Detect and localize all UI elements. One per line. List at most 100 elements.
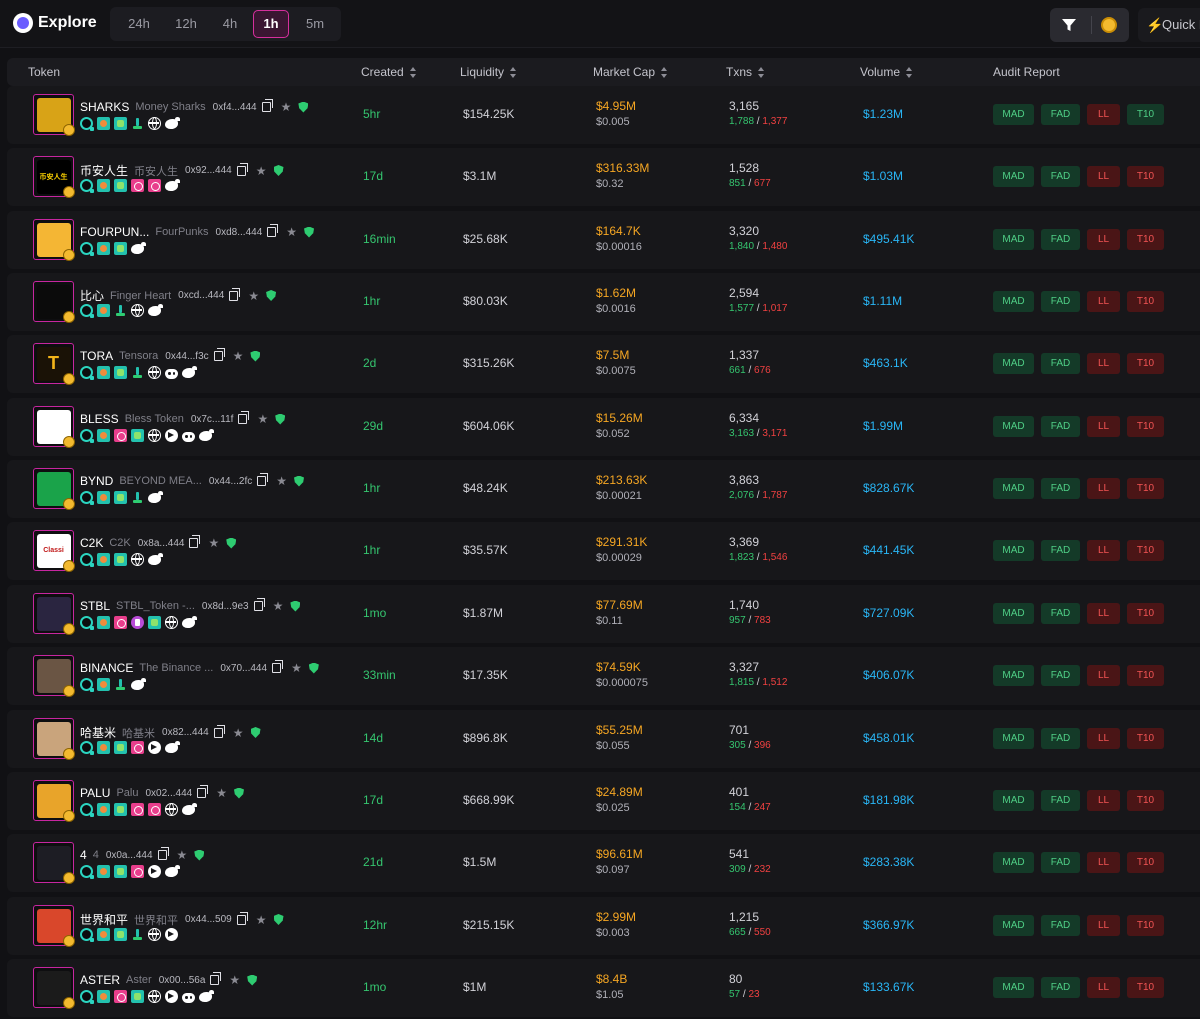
audit-t10-badge[interactable]: T10 [1127,353,1164,374]
audit-t10-badge[interactable]: T10 [1127,229,1164,250]
twitter-icon[interactable] [148,304,163,316]
globe-icon[interactable] [148,990,161,1003]
telegram-icon[interactable] [165,429,178,442]
gecko-icon[interactable] [114,117,127,130]
audit-ll-badge[interactable]: LL [1087,291,1120,312]
star-icon[interactable]: ★ [291,661,302,675]
token-symbol[interactable]: BYND [80,474,114,488]
twitter-icon[interactable] [148,491,163,503]
dex-icon[interactable] [97,803,110,816]
table-row[interactable]: 比心 Finger Heart 0xcd...444 ★ 1hr $80.03K $1.62… [7,273,1200,331]
audit-ll-badge[interactable]: LL [1087,852,1120,873]
telegram-icon[interactable] [165,928,178,941]
token-symbol[interactable]: SHARKS [80,100,130,114]
dex-icon[interactable] [97,179,110,192]
gecko-icon[interactable] [114,803,127,816]
audit-ll-badge[interactable]: LL [1087,728,1120,749]
gecko-icon[interactable] [131,429,144,442]
token-symbol[interactable]: TORA [80,349,114,363]
star-icon[interactable]: ★ [176,848,188,862]
twitter-icon[interactable] [182,616,197,628]
audit-ll-badge[interactable]: LL [1087,540,1120,561]
launchpad-icon[interactable] [131,117,144,130]
discord-icon[interactable] [165,368,178,379]
audit-mad-badge[interactable]: MAD [993,291,1034,312]
table-row[interactable]: BINANCE The Binance ... 0x70...444 ★ 33min $1… [7,647,1200,705]
column-liquidity[interactable]: Liquidity [460,65,517,79]
scanner-icon[interactable] [80,865,94,879]
filter-chain-button[interactable] [1050,8,1129,42]
audit-fad-badge[interactable]: FAD [1041,416,1080,437]
dex-icon[interactable] [97,366,110,379]
table-row[interactable]: PALU Palu 0x02...444 ★ 17d $668.99K $24.89M $0.… [7,772,1200,830]
audit-fad-badge[interactable]: FAD [1041,665,1080,686]
audit-mad-badge[interactable]: MAD [993,852,1034,873]
chart-link-icon[interactable] [148,179,161,192]
audit-fad-badge[interactable]: FAD [1041,104,1080,125]
audit-fad-badge[interactable]: FAD [1041,478,1080,499]
globe-icon[interactable] [148,928,161,941]
gecko-icon[interactable] [114,366,127,379]
audit-mad-badge[interactable]: MAD [993,353,1034,374]
scanner-icon[interactable] [80,491,94,505]
token-avatar[interactable] [33,905,75,947]
token-symbol[interactable]: 世界和平 [80,913,129,927]
twitter-icon[interactable] [165,179,180,191]
dex-icon[interactable] [97,117,110,130]
audit-ll-badge[interactable]: LL [1087,166,1120,187]
copy-icon[interactable] [272,660,284,673]
dex-icon[interactable] [97,304,110,317]
twitter-icon[interactable] [182,803,197,815]
dex-icon[interactable] [97,678,110,691]
audit-t10-badge[interactable]: T10 [1127,665,1164,686]
copy-icon[interactable] [267,224,279,237]
audit-mad-badge[interactable]: MAD [993,790,1034,811]
timeframe-5m[interactable]: 5m [305,16,325,31]
audit-t10-badge[interactable]: T10 [1127,852,1164,873]
token-avatar[interactable] [33,718,75,760]
table-row[interactable]: T TORA Tensora 0x44...f3c ★ 2d $315.26K $7.5M $0… [7,335,1200,393]
star-icon[interactable]: ★ [255,163,267,178]
gecko-icon[interactable] [131,990,144,1003]
dex-icon[interactable] [97,242,110,255]
table-row[interactable]: SHARKS Money Sharks 0xf4...444 ★ 5hr $154.25K… [7,86,1200,144]
gecko-icon[interactable] [114,179,127,192]
table-row[interactable]: Classi C2K C2K 0x8a...444 ★ 1hr $35.57K $291.31… [7,522,1200,580]
audit-fad-badge[interactable]: FAD [1041,603,1080,624]
audit-mad-badge[interactable]: MAD [993,665,1034,686]
token-symbol[interactable]: STBL [80,599,111,613]
table-row[interactable]: 世界和平 世界和平 0x44...509 ★ 12hr $215.15K $2.99M $0.… [7,897,1200,955]
dex-icon[interactable] [97,491,110,504]
globe-icon[interactable] [131,553,144,566]
token-avatar[interactable] [33,655,75,697]
twitter-icon[interactable] [131,678,146,690]
chart-link-icon[interactable] [114,616,127,629]
copy-icon[interactable] [157,847,169,860]
twitter-icon[interactable] [165,741,180,753]
scanner-icon[interactable] [80,741,94,755]
audit-ll-badge[interactable]: LL [1087,665,1120,686]
token-symbol[interactable]: 4 [80,848,87,862]
scanner-icon[interactable] [80,304,94,318]
table-row[interactable]: BLESS Bless Token 0x7c...11f ★ 29d $604.06K $1… [7,398,1200,456]
twitter-icon[interactable] [165,117,180,129]
gecko-icon[interactable] [114,242,127,255]
star-icon[interactable]: ★ [232,349,244,363]
table-row[interactable]: ASTER Aster 0x00...56a ★ 1mo $1M $8.4B $1.05 80 5… [7,959,1200,1017]
token-symbol[interactable]: BINANCE [80,661,134,675]
token-symbol[interactable]: ASTER [80,973,121,987]
audit-mad-badge[interactable]: MAD [993,540,1034,561]
table-row[interactable]: STBL STBL_Token -... 0x8d...9e3 ★ 1mo $1.87M $… [7,585,1200,643]
telegram-icon[interactable] [148,865,161,878]
token-symbol[interactable]: 比心 [80,289,105,303]
audit-fad-badge[interactable]: FAD [1041,728,1080,749]
audit-t10-badge[interactable]: T10 [1127,977,1164,998]
chart-link-icon[interactable] [114,429,127,442]
timeframe-24h[interactable]: 24h [128,16,150,31]
copy-icon[interactable] [197,785,209,798]
chart-link-icon[interactable] [148,803,161,816]
gecko-icon[interactable] [114,741,127,754]
scanner-icon[interactable] [80,553,94,567]
token-avatar[interactable] [33,593,75,635]
chart-link-icon[interactable] [131,865,144,878]
